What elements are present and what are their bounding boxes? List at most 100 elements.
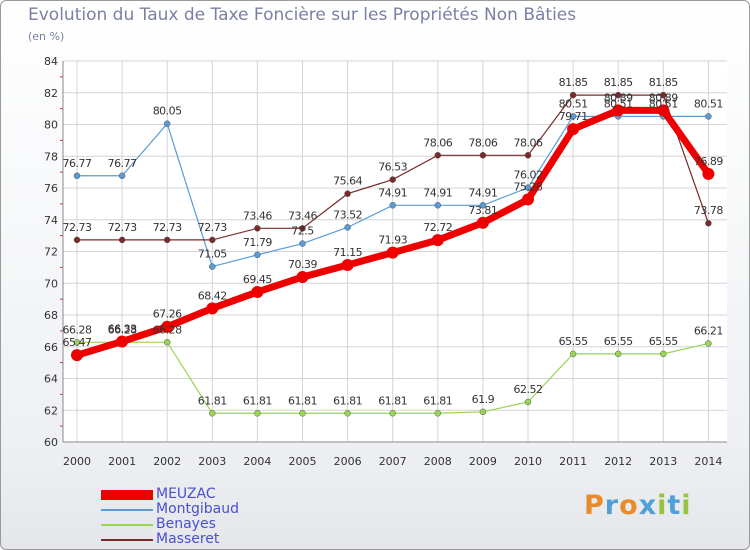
data-label-montgibaud: 74.91 [423,186,452,199]
x-tick-label: 2011 [559,455,587,468]
data-label-benayes: 61.9 [472,393,495,406]
data-label-benayes: 65.55 [559,335,588,348]
point-meuzac [702,167,715,180]
point-montgibaud [569,113,577,120]
legend-label: Benayes [156,516,216,532]
point-masseret [705,219,712,227]
x-tick-label: 2006 [334,455,362,468]
y-tick-label: 64 [44,373,58,386]
data-label-benayes: 61.81 [243,394,272,407]
x-tick-label: 2013 [649,455,677,468]
x-tick-label: 2010 [514,455,542,468]
legend-item-benayes: Benayes [101,517,239,532]
point-benayes [434,410,442,417]
point-meuzac [522,193,534,206]
point-meuzac [341,258,354,271]
data-label-masseret: 72.73 [153,221,182,234]
data-label-meuzac: 68.42 [198,289,227,302]
point-benayes [344,410,351,417]
x-tick-label: 2001 [108,455,136,468]
logo-letter: x [638,490,658,521]
point-montgibaud [73,172,81,180]
y-tick-label: 68 [44,309,58,322]
data-label-masseret: 72.73 [63,221,92,234]
data-label-masseret: 76.53 [378,161,407,174]
point-masseret [209,236,216,244]
data-label-masseret: 78.06 [514,136,543,149]
x-tick-label: 2007 [379,455,407,468]
point-benayes [660,350,667,358]
point-masseret [434,152,442,159]
point-masseret [524,152,532,159]
y-tick-label: 60 [44,436,58,449]
y-tick-label: 80 [44,119,58,132]
legend-item-meuzac: MEUZAC [101,487,239,502]
data-label-meuzac: 71.15 [333,246,362,259]
data-label-benayes: 61.81 [288,394,317,407]
x-tick-label: 2002 [153,455,181,468]
data-label-meuzac: 70.39 [288,258,317,271]
data-label-masseret: 73.46 [288,209,317,222]
data-label-meuzac: 75.28 [514,180,543,193]
data-label-montgibaud: 76.77 [108,157,137,170]
data-label-meuzac: 73.81 [468,204,497,217]
data-label-montgibaud: 74.91 [378,186,407,199]
point-montgibaud [389,202,396,209]
point-benayes [73,339,81,346]
point-meuzac [567,123,580,136]
data-label-meuzac: 80.89 [649,91,678,104]
logo-letter: i [657,490,668,521]
point-montgibaud [434,202,442,209]
legend-label: Montgibaud [156,501,240,517]
point-benayes [163,339,171,346]
data-label-montgibaud: 71.05 [198,248,227,261]
point-montgibaud [344,224,351,231]
point-masseret [163,236,171,244]
legend-item-masseret: Masseret [101,532,239,547]
data-label-benayes: 66.28 [63,323,92,336]
x-tick-label: 2008 [424,455,452,468]
point-meuzac [431,234,444,247]
y-tick-label: 84 [44,55,58,68]
data-label-montgibaud: 80.51 [649,97,678,110]
legend-swatch [101,489,153,500]
data-label-meuzac: 79.71 [559,110,588,123]
data-label-masseret: 81.85 [559,76,588,89]
point-meuzac [476,216,489,229]
point-meuzac [386,246,399,259]
point-benayes [209,410,216,417]
data-label-montgibaud: 80.05 [153,105,182,118]
legend-item-montgibaud: Montgibaud [101,502,239,517]
y-tick-label: 62 [44,404,58,417]
data-label-masseret: 72.73 [198,221,227,234]
legend-swatch [101,523,153,526]
data-label-benayes: 61.81 [198,394,227,407]
point-meuzac [116,335,129,348]
data-label-benayes: 61.81 [378,394,407,407]
point-masseret [660,91,667,99]
logo-letter: t [667,490,682,521]
point-benayes [705,340,712,347]
data-label-masseret: 81.85 [649,76,678,89]
logo-letter: r [604,490,620,521]
y-tick-label: 74 [44,214,58,227]
data-label-montgibaud: 80.51 [604,97,633,110]
data-label-masseret: 81.85 [604,76,633,89]
data-label-montgibaud: 80.51 [559,97,588,110]
logo-letter: o [619,490,639,521]
data-label-meuzac: 65.47 [63,336,92,349]
data-label-benayes: 61.81 [423,394,452,407]
data-label-benayes: 66.28 [108,323,137,336]
logo-letter: P [584,490,605,521]
point-benayes [254,410,261,417]
y-tick-label: 82 [44,87,58,100]
point-meuzac [612,104,625,117]
data-label-montgibaud: 74.91 [468,186,497,199]
y-tick-label: 66 [44,341,58,354]
data-label-meuzac: 76.89 [694,155,723,168]
point-benayes [389,410,396,417]
point-meuzac [251,285,264,298]
point-masseret [344,190,351,197]
chart-title: Evolution du Taux de Taxe Foncière sur l… [28,5,577,25]
